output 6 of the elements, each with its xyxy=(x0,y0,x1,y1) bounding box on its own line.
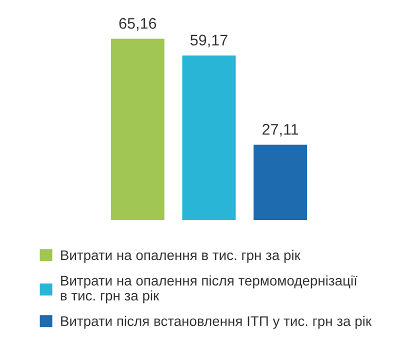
legend-label: Витрати після встановлення ІТП у тис. грн за рік xyxy=(61,316,372,329)
data-label: 65,16 xyxy=(119,18,156,31)
legend-label: Витрати на опалення в тис. грн за рік xyxy=(61,250,300,263)
data-label: 27,11 xyxy=(262,124,298,137)
data-label: 59,17 xyxy=(190,34,228,48)
legend-label: Витрати на опалення після термомодернізації в тис. грн за рік xyxy=(60,275,358,304)
